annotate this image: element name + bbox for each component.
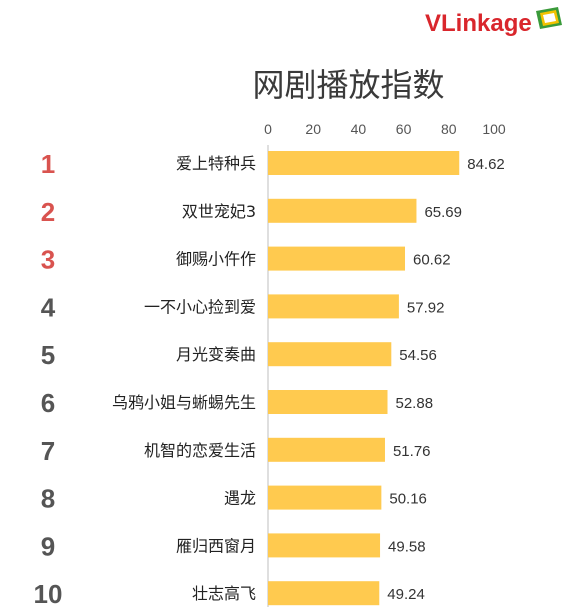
rank-label: 3 — [41, 245, 55, 275]
value-label: 57.92 — [407, 299, 445, 316]
value-label: 49.58 — [388, 538, 426, 555]
x-axis-ticks: 0 20 40 60 80 100 — [264, 121, 506, 137]
rank-label: 10 — [34, 579, 63, 607]
x-tick-label: 40 — [351, 121, 367, 137]
value-label: 52.88 — [396, 395, 434, 412]
value-label: 65.69 — [424, 204, 462, 221]
bar — [268, 342, 392, 367]
rank-label: 1 — [41, 149, 55, 179]
bar — [268, 246, 406, 271]
bar-row: 3 御赐小仵作 60.62 — [41, 245, 451, 275]
bar-row: 9 雁归西窗月 49.58 — [41, 531, 426, 561]
brand-icon-white-shape — [542, 13, 556, 23]
rank-label: 6 — [41, 388, 55, 418]
bar-row: 4 一不小心捡到爱 57.92 — [41, 292, 445, 322]
bar-row: 5 月光变奏曲 54.56 — [41, 340, 437, 370]
x-tick-label: 60 — [396, 121, 412, 137]
bar-row: 2 双世宠妃3 65.69 — [41, 197, 462, 227]
category-label: 雁归西窗月 — [176, 536, 256, 555]
bar — [268, 581, 380, 606]
bar — [268, 390, 388, 414]
value-label: 84.62 — [467, 156, 505, 173]
chart-rows: 1 爱上特种兵 84.62 2 双世宠妃3 65.69 3 御赐小仵作 60.62 4 一不小心捡到… — [34, 149, 505, 607]
category-label: 月光变奏曲 — [176, 345, 256, 364]
x-tick-label: 100 — [482, 121, 506, 137]
category-label: 乌鸦小姐与蜥蜴先生 — [112, 393, 256, 412]
category-label: 机智的恋爱生活 — [144, 441, 256, 460]
x-tick-label: 20 — [305, 121, 321, 137]
rank-label: 5 — [41, 340, 55, 370]
category-label: 一不小心捡到爱 — [144, 297, 256, 316]
value-label: 60.62 — [413, 252, 451, 269]
bar — [268, 198, 417, 223]
category-label: 爱上特种兵 — [176, 154, 256, 173]
bar — [268, 533, 381, 558]
value-label: 54.56 — [399, 347, 437, 364]
x-tick-label: 0 — [264, 121, 272, 137]
chart-title: 网剧播放指数 — [252, 66, 445, 104]
bar-row: 10 壮志高飞 49.24 — [34, 579, 425, 607]
brand-icon — [535, 7, 562, 29]
rank-label: 7 — [41, 436, 55, 466]
bar — [268, 437, 385, 462]
category-label: 双世宠妃3 — [182, 202, 256, 221]
rank-label: 2 — [41, 197, 55, 227]
value-label: 49.24 — [387, 586, 425, 603]
x-tick-label: 80 — [441, 121, 457, 137]
category-label: 壮志高飞 — [192, 584, 256, 603]
bar-row: 8 遇龙 50.16 — [41, 484, 427, 514]
bar-row: 6 乌鸦小姐与蜥蜴先生 52.88 — [41, 388, 433, 418]
bar-row: 1 爱上特种兵 84.62 — [41, 149, 505, 179]
rank-label: 4 — [41, 292, 56, 322]
category-label: 御赐小仵作 — [176, 250, 256, 269]
rank-label: 9 — [41, 531, 55, 561]
value-label: 51.76 — [393, 443, 431, 460]
rank-label: 8 — [41, 484, 55, 514]
value-label: 50.16 — [389, 491, 427, 508]
brand-logo: VLinkage — [425, 7, 564, 38]
category-label: 遇龙 — [224, 489, 256, 508]
bar-row: 7 机智的恋爱生活 51.76 — [41, 436, 431, 466]
bar — [268, 151, 460, 175]
bar — [268, 485, 382, 510]
bar — [268, 294, 399, 319]
brand-name: VLinkage — [425, 10, 532, 37]
